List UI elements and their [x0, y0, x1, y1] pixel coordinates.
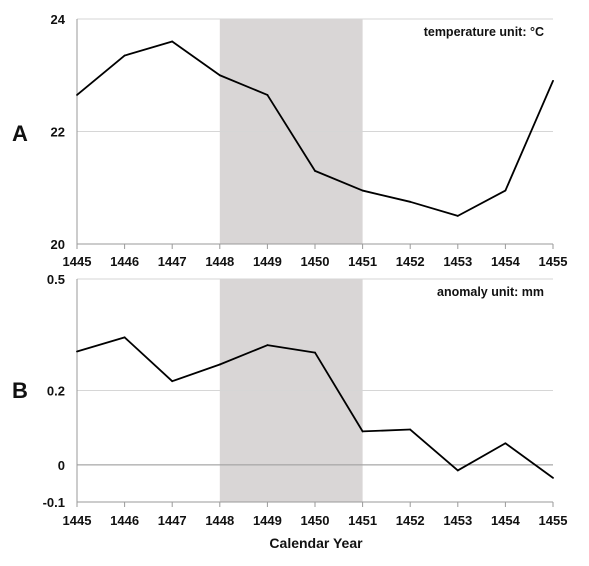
x-tick-label: 1451 — [348, 513, 377, 528]
data-point — [362, 430, 364, 432]
panel-a: 1445 1446 1447 1448 1449 1450 1451 1452 1453 1454… — [12, 12, 567, 269]
series-segment — [504, 79, 554, 192]
series-segment — [123, 40, 174, 57]
data-point — [362, 190, 364, 192]
x-tick-label: 1446 — [110, 254, 139, 269]
y-tick-label: 22 — [51, 125, 65, 140]
x-tick-label: 1453 — [443, 254, 472, 269]
x-tick-label: 1447 — [158, 513, 187, 528]
y-tick-label: 0.5 — [47, 272, 65, 287]
y-tick-label: 0.2 — [47, 384, 65, 399]
x-tick-label: 1445 — [63, 254, 92, 269]
data-point — [124, 336, 126, 338]
data-point — [409, 429, 411, 431]
x-tick-label: 1449 — [253, 513, 282, 528]
x-tick-label: 1448 — [205, 513, 234, 528]
x-tick-label: 1451 — [348, 254, 377, 269]
x-tick-label: 1455 — [539, 513, 568, 528]
x-tick-label: 1453 — [443, 513, 472, 528]
data-point — [457, 469, 459, 471]
data-point — [409, 201, 411, 203]
series-segment — [456, 189, 507, 217]
unit-annotation: anomaly unit: mm — [437, 285, 544, 299]
x-tick-label: 1450 — [301, 254, 330, 269]
series-segment — [218, 74, 269, 96]
data-point — [552, 80, 554, 82]
data-point — [219, 363, 221, 365]
series-segment — [361, 428, 412, 433]
panel-letter: B — [12, 378, 28, 403]
x-tick-label: 1449 — [253, 254, 282, 269]
series-segment — [171, 363, 221, 383]
y-tick-label: 20 — [51, 237, 65, 252]
y-tick-label: -0.1 — [43, 495, 65, 510]
series-segment — [76, 54, 126, 96]
data-point — [76, 94, 78, 96]
data-point — [76, 350, 78, 352]
series-segment — [409, 200, 459, 217]
x-tick-label: 1454 — [491, 254, 521, 269]
unit-annotation: temperature unit: °C — [424, 25, 544, 39]
series-segment — [123, 336, 174, 383]
data-point — [124, 55, 126, 57]
series-segment — [76, 336, 126, 353]
y-tick-label: 0 — [58, 458, 65, 473]
y-tick-label: 24 — [51, 12, 66, 27]
data-point — [504, 190, 506, 192]
series-segment — [266, 94, 316, 172]
series-segment — [171, 40, 221, 77]
series-segment — [456, 442, 507, 472]
data-point — [314, 352, 316, 354]
series-segment — [314, 351, 364, 433]
x-axis-title: Calendar Year — [269, 535, 363, 551]
data-point — [266, 344, 268, 346]
data-point — [171, 380, 173, 382]
series-segment — [504, 442, 554, 479]
x-tick-label: 1452 — [396, 254, 425, 269]
data-point — [552, 477, 554, 479]
data-point — [314, 170, 316, 172]
data-point — [219, 74, 221, 76]
x-tick-label: 1446 — [110, 513, 139, 528]
data-point — [266, 94, 268, 96]
x-tick-label: 1455 — [539, 254, 568, 269]
data-point — [504, 442, 506, 444]
panel-letter: A — [12, 121, 28, 146]
data-point — [171, 41, 173, 43]
data-point — [457, 215, 459, 217]
series-segment — [266, 344, 316, 354]
x-tick-label: 1452 — [396, 513, 425, 528]
x-tick-label: 1447 — [158, 254, 187, 269]
x-tick-label: 1448 — [205, 254, 234, 269]
x-tick-label: 1450 — [301, 513, 330, 528]
series-segment — [218, 344, 269, 366]
series-segment — [314, 169, 364, 192]
x-tick-label: 1454 — [491, 513, 521, 528]
panel-b: 1445 1446 1447 1448 1449 1450 1451 1452 1453 1454… — [12, 272, 567, 528]
series-segment — [361, 189, 412, 203]
x-tick-label: 1445 — [63, 513, 92, 528]
series-segment — [409, 428, 459, 472]
